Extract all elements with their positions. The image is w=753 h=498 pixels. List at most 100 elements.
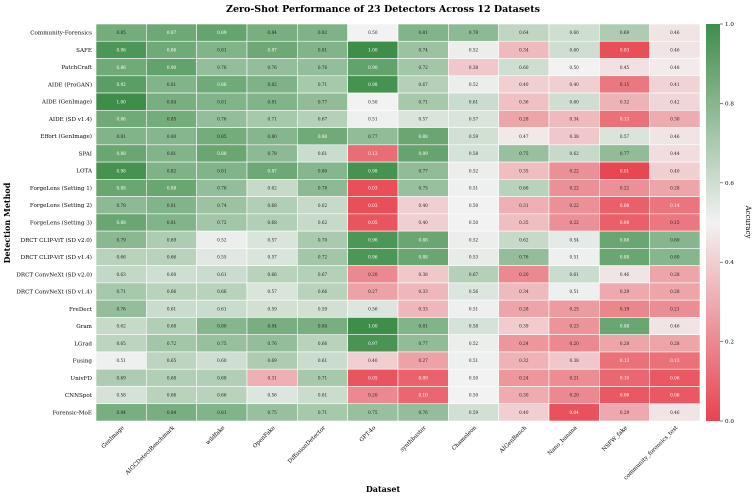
y-tick-label: CNNSpot xyxy=(65,393,93,399)
cell-value-label: 0.33 xyxy=(419,306,429,311)
y-tick-label: DRCT ConvNeXt (SD v1.4) xyxy=(16,289,92,296)
cell-value-label: 0.52 xyxy=(469,341,479,346)
cell-value-label: 0.81 xyxy=(268,99,278,104)
cell-value-label: 0.71 xyxy=(318,375,328,380)
cell-value-label: 0.66 xyxy=(167,393,177,398)
cell-value-label: 0.81 xyxy=(167,151,177,156)
cell-value-label: 1.00 xyxy=(368,324,378,329)
cell-value-label: 0.67 xyxy=(419,82,429,87)
cell-value-label: 0.80 xyxy=(217,324,227,329)
cell-value-label: 0.34 xyxy=(570,117,580,122)
cell-value-label: 0.80 xyxy=(670,237,680,242)
cell-value-label: 0.10 xyxy=(620,375,630,380)
cell-value-label: 0.68 xyxy=(217,375,227,380)
y-tick-label: ForgeLens (Setting 2) xyxy=(30,202,92,209)
cell-value-label: 0.28 xyxy=(519,117,529,122)
cell-value-label: 0.05 xyxy=(368,220,378,225)
x-tick-label: community_forensics_test xyxy=(623,425,680,482)
x-axis-label: Dataset xyxy=(366,484,401,494)
cell-value-label: 0.96 xyxy=(368,237,378,242)
cell-value-label: 0.60 xyxy=(217,358,227,363)
x-tick-label: GenImage xyxy=(101,425,126,450)
cell-value-label: 0.28 xyxy=(519,306,529,311)
cell-value-label: 0.86 xyxy=(217,82,227,87)
cell-value-label: 0.44 xyxy=(670,151,680,156)
cell-value-label: 0.52 xyxy=(469,237,479,242)
cell-value-label: 0.59 xyxy=(318,306,328,311)
y-tick-label: UnivFD xyxy=(70,376,92,382)
cell-value-label: 0.88 xyxy=(419,237,429,242)
cell-value-label: 0.61 xyxy=(570,272,580,277)
cell-value-label: 0.51 xyxy=(570,255,580,260)
cell-value-label: 0.66 xyxy=(217,289,227,294)
colorbar-gradient xyxy=(706,24,720,421)
cell-value-label: 0.57 xyxy=(268,255,278,260)
cell-value-label: 0.76 xyxy=(117,306,127,311)
cell-value-label: 0.72 xyxy=(167,341,177,346)
colorbar-tick-label: 0.2 xyxy=(725,340,734,346)
cell-value-label: 0.06 xyxy=(670,393,680,398)
cell-value-label: 0.32 xyxy=(519,358,529,363)
cell-value-label: 0.84 xyxy=(167,410,177,415)
cell-value-label: 0.10 xyxy=(419,393,429,398)
cell-value-label: 0.81 xyxy=(217,410,227,415)
cell-value-label: 0.88 xyxy=(620,324,630,329)
cell-value-label: 0.66 xyxy=(217,393,227,398)
cell-value-label: 0.34 xyxy=(519,289,529,294)
cell-value-label: 0.52 xyxy=(469,47,479,52)
cell-value-label: 0.57 xyxy=(419,117,429,122)
cell-value-label: 0.19 xyxy=(620,306,630,311)
cell-value-label: 0.38 xyxy=(419,272,429,277)
cell-value-label: 0.61 xyxy=(318,151,328,156)
cell-value-label: 0.03 xyxy=(368,186,378,191)
cell-value-label: 0.50 xyxy=(469,203,479,208)
cell-value-label: 0.76 xyxy=(217,186,227,191)
cell-value-label: 0.66 xyxy=(167,289,177,294)
cell-value-label: 0.76 xyxy=(519,255,529,260)
y-axis-label: Detection Method xyxy=(2,182,12,263)
cell-value-label: 0.29 xyxy=(620,410,630,415)
cell-value-label: 0.81 xyxy=(167,220,177,225)
cell-value-label: 0.50 xyxy=(469,393,479,398)
cell-value-label: 0.80 xyxy=(318,168,328,173)
cell-value-label: 0.82 xyxy=(318,30,328,35)
x-tick-label: AIGCDetectBenchmark xyxy=(124,425,176,477)
cell-value-label: 0.46 xyxy=(670,134,680,139)
cell-value-label: 0.22 xyxy=(570,220,580,225)
cell-value-label: 0.69 xyxy=(620,30,630,35)
cell-value-label: 0.90 xyxy=(167,65,177,70)
cell-value-label: 0.50 xyxy=(368,30,378,35)
y-tick-label: DRCT CLIP-ViT (SD v1.4) xyxy=(21,254,92,261)
cell-value-label: 0.40 xyxy=(368,358,378,363)
cell-value-label: 0.24 xyxy=(519,341,529,346)
cell-value-label: 0.96 xyxy=(368,255,378,260)
cell-value-label: 0.98 xyxy=(117,168,127,173)
y-tick-label: AIDE (GenImage) xyxy=(41,99,92,106)
colorbar-tick-label: 0.6 xyxy=(725,181,734,187)
cell-value-label: 0.46 xyxy=(670,30,680,35)
y-tick-label: Forensic-MoE xyxy=(53,410,92,416)
cell-value-label: 0.29 xyxy=(620,289,630,294)
cell-value-label: 0.66 xyxy=(117,255,127,260)
y-tick-labels: Community-Forensics SAFE PatchCraft AIDE (P… xyxy=(16,31,93,417)
cell-value-label: 0.76 xyxy=(217,65,227,70)
cell-value-label: 0.81 xyxy=(167,82,177,87)
cell-value-label: 0.35 xyxy=(519,168,529,173)
colorbar-tick-label: 0.8 xyxy=(725,101,734,107)
cell-value-label: 0.58 xyxy=(117,393,127,398)
cell-value-label: 0.05 xyxy=(368,375,378,380)
cell-value-label: 1.00 xyxy=(117,99,127,104)
cell-value-label: 0.78 xyxy=(268,151,278,156)
cell-value-label: 0.79 xyxy=(117,237,127,242)
cell-value-label: 0.88 xyxy=(419,134,429,139)
cell-value-label: 0.71 xyxy=(268,117,278,122)
cell-value-label: 0.13 xyxy=(620,117,630,122)
cell-value-label: 0.61 xyxy=(167,306,177,311)
cell-value-label: 0.25 xyxy=(570,306,580,311)
cell-value-label: 0.15 xyxy=(670,220,680,225)
y-tick-label: DRCT CLIP-ViT (SD v2.0) xyxy=(21,237,92,244)
y-tick-label: LOTA xyxy=(76,169,93,175)
x-tick-labels: GenImage AIGCDetectBenchmark wildfake OpenF… xyxy=(101,425,680,482)
cell-value-label: 0.77 xyxy=(368,134,378,139)
heatmap-cell xyxy=(649,403,701,422)
